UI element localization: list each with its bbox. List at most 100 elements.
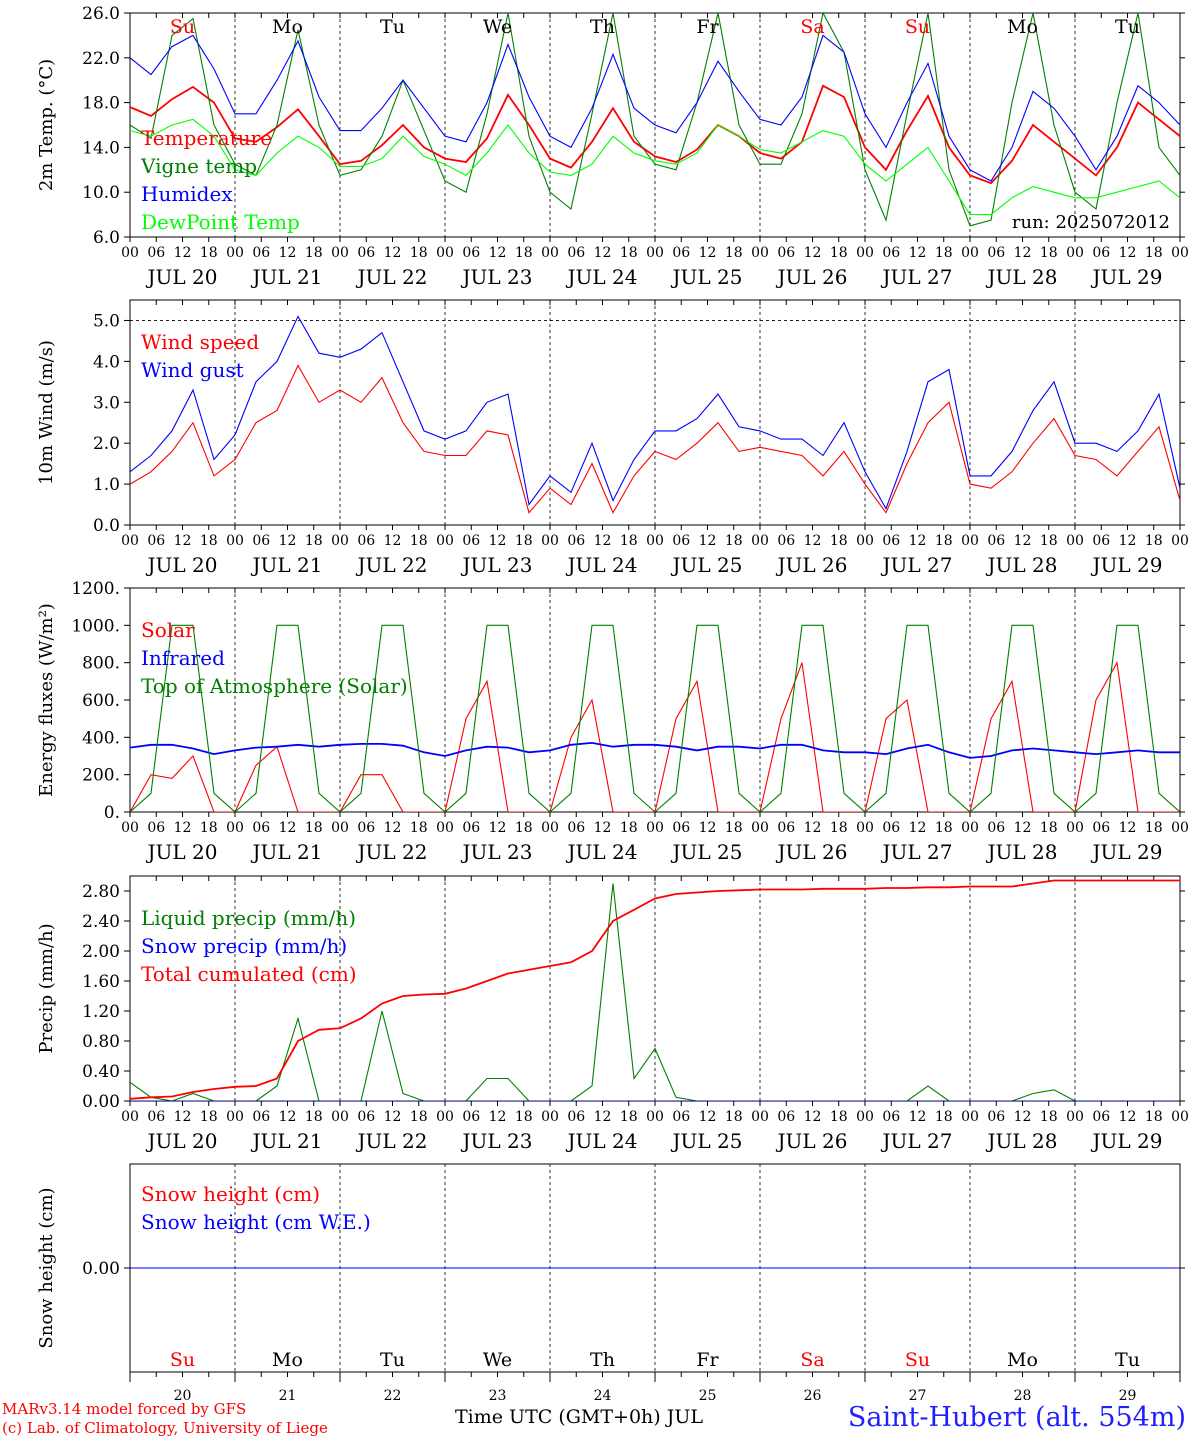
legend-entry: Snow height (cm) bbox=[141, 1182, 320, 1206]
hour-label: 12 bbox=[699, 245, 717, 261]
hour-label: 12 bbox=[909, 533, 927, 549]
day-label: JUL 26 bbox=[776, 265, 848, 289]
hour-label: 06 bbox=[882, 533, 900, 549]
hour-label: 12 bbox=[909, 245, 927, 261]
day-label: JUL 27 bbox=[881, 1129, 953, 1153]
hour-label: 00 bbox=[226, 245, 244, 261]
y-tick-label: 800. bbox=[82, 654, 120, 674]
hour-label: 00 bbox=[436, 820, 454, 836]
series-line-humidex bbox=[130, 34, 1180, 182]
y-tick-label: 0.40 bbox=[82, 1062, 120, 1082]
legend-entry: Snow precip (mm/h) bbox=[141, 934, 347, 958]
y-tick-label: 1.60 bbox=[82, 972, 120, 992]
hour-label: 06 bbox=[567, 1109, 585, 1125]
hour-label: 06 bbox=[567, 533, 585, 549]
hour-label: 06 bbox=[882, 245, 900, 261]
hour-label: 00 bbox=[961, 245, 979, 261]
station-name: Saint-Hubert (alt. 554m) bbox=[847, 1402, 1186, 1433]
hour-label: 00 bbox=[1066, 1109, 1084, 1125]
hour-label: 12 bbox=[1119, 533, 1137, 549]
hour-label: 12 bbox=[174, 820, 192, 836]
weekday-top: Su bbox=[905, 16, 930, 38]
weekday-top: Th bbox=[590, 16, 615, 38]
hour-label: 12 bbox=[909, 1109, 927, 1125]
y-tick-label: 400. bbox=[82, 728, 120, 748]
hour-label: 00 bbox=[226, 820, 244, 836]
y-tick-label: 26.0 bbox=[82, 4, 120, 24]
y-axis-title: 2m Temp. (°C) bbox=[36, 59, 57, 191]
y-axis-title: 10m Wind (m/s) bbox=[36, 340, 57, 485]
hour-label: 18 bbox=[620, 820, 638, 836]
hour-label: 00 bbox=[751, 1109, 769, 1125]
hour-label: 12 bbox=[279, 245, 297, 261]
hour-label: 18 bbox=[830, 820, 848, 836]
model-credit: MARv3.14 model forced by GFS bbox=[2, 1400, 247, 1418]
weekday-top: Mo bbox=[272, 16, 303, 38]
hour-label: 12 bbox=[279, 820, 297, 836]
day-label: JUL 27 bbox=[881, 840, 953, 864]
hour-label: 12 bbox=[279, 1109, 297, 1125]
hour-label: 06 bbox=[1092, 1109, 1110, 1125]
day-label: JUL 26 bbox=[776, 553, 848, 577]
weekday-bottom: Mo bbox=[272, 1349, 303, 1371]
day-label: JUL 27 bbox=[881, 553, 953, 577]
hour-label: 06 bbox=[672, 820, 690, 836]
x-axis-title: Time UTC (GMT+0h) JUL bbox=[455, 1406, 703, 1428]
hour-label: 12 bbox=[594, 533, 612, 549]
legend-entry: Total cumulated (cm) bbox=[141, 962, 357, 986]
day-label: JUL 20 bbox=[146, 840, 218, 864]
hour-label: 06 bbox=[147, 533, 165, 549]
day-label: JUL 28 bbox=[986, 553, 1058, 577]
legend-entry: Wind gust bbox=[141, 358, 244, 382]
hour-label: 18 bbox=[515, 245, 533, 261]
hour-label: 00 bbox=[1066, 533, 1084, 549]
weekday-bottom: Su bbox=[170, 1349, 195, 1371]
weekday-top: Tu bbox=[380, 16, 405, 38]
weekday-bottom: Th bbox=[590, 1349, 615, 1371]
hour-label: 00 bbox=[121, 1109, 139, 1125]
hour-label: 00 bbox=[121, 820, 139, 836]
hour-label: 18 bbox=[620, 533, 638, 549]
day-label: JUL 25 bbox=[671, 553, 743, 577]
hour-label: 12 bbox=[594, 245, 612, 261]
weekday-bottom: We bbox=[483, 1349, 512, 1371]
weekday-bottom: Su bbox=[905, 1349, 930, 1371]
hour-label: 18 bbox=[830, 245, 848, 261]
hour-label: 18 bbox=[1145, 1109, 1163, 1125]
hour-label: 18 bbox=[200, 1109, 218, 1125]
hour-label: 06 bbox=[987, 533, 1005, 549]
hour-label: 00 bbox=[646, 533, 664, 549]
weekday-top: Fr bbox=[696, 16, 719, 38]
y-tick-label: 0.00 bbox=[82, 1092, 120, 1112]
hour-label: 00 bbox=[751, 245, 769, 261]
day-label: JUL 22 bbox=[356, 1129, 428, 1153]
series-line-wind-speed bbox=[130, 364, 1180, 514]
hour-label: 18 bbox=[725, 1109, 743, 1125]
weekday-bottom: Tu bbox=[380, 1349, 405, 1371]
hour-label: 12 bbox=[804, 1109, 822, 1125]
hour-label: 00 bbox=[436, 245, 454, 261]
day-number: 20 bbox=[174, 1388, 192, 1400]
hour-label: 00 bbox=[331, 820, 349, 836]
hour-label: 06 bbox=[777, 245, 795, 261]
hour-label: 00 bbox=[541, 820, 559, 836]
y-tick-label: 2.80 bbox=[82, 882, 120, 902]
hour-label: 06 bbox=[357, 533, 375, 549]
hour-label: 06 bbox=[987, 1109, 1005, 1125]
weekday-bottom: Mo bbox=[1007, 1349, 1038, 1371]
day-label: JUL 20 bbox=[146, 553, 218, 577]
hour-label: 18 bbox=[725, 820, 743, 836]
hour-label: 00 bbox=[541, 1109, 559, 1125]
hour-label: 06 bbox=[672, 1109, 690, 1125]
y-tick-label: 5.0 bbox=[93, 311, 120, 331]
weekday-top: Su bbox=[170, 16, 195, 38]
hour-label: 18 bbox=[1040, 1109, 1058, 1125]
hour-label: 00 bbox=[646, 820, 664, 836]
hour-label: 06 bbox=[567, 820, 585, 836]
weekday-top: Mo bbox=[1007, 16, 1038, 38]
hour-label: 06 bbox=[147, 245, 165, 261]
hour-label: 06 bbox=[882, 820, 900, 836]
y-axis-title: Snow height (cm) bbox=[36, 1187, 57, 1348]
y-tick-label: 18.0 bbox=[82, 94, 120, 114]
hour-label: 06 bbox=[462, 820, 480, 836]
